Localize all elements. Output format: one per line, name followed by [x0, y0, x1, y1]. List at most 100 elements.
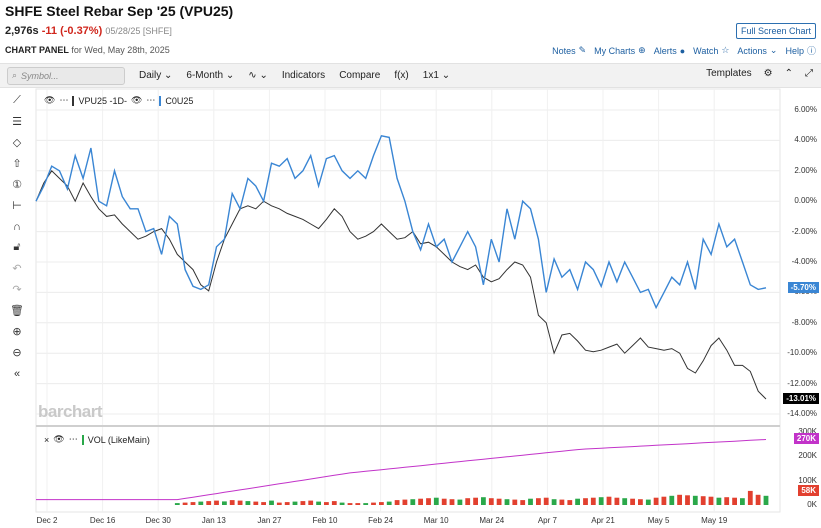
trash-icon[interactable]: 🗑︎: [10, 305, 24, 317]
range-select[interactable]: 6-Month ⌄: [186, 70, 234, 81]
x-tick-label: May 19: [701, 516, 728, 525]
volume-bar: [763, 495, 769, 505]
volume-bar: [488, 498, 494, 505]
more-icon[interactable]: ⋯: [68, 434, 78, 444]
gear-icon[interactable]: ⚙: [763, 68, 773, 79]
volume-bar: [261, 502, 266, 505]
chevron-down-icon: ⌄: [769, 45, 778, 55]
volume-bar: [755, 494, 761, 505]
y-tick-label: 4.00%: [794, 135, 817, 145]
volume-bar: [308, 500, 314, 505]
x-tick-label: Mar 10: [423, 516, 449, 525]
alerts-link[interactable]: Alerts ●: [654, 46, 685, 56]
last-value-flag-vpu: -13.01%: [783, 392, 819, 404]
volume-tick-label: 0K: [807, 500, 817, 509]
volume-legend: × 👁︎ ⋯ VOL (LikeMain): [44, 434, 150, 445]
volume-bar: [575, 498, 580, 505]
magnet-icon[interactable]: ∩: [13, 220, 21, 233]
series-line-c0u: [35, 134, 767, 310]
layout-select[interactable]: 1x1 ⌄: [423, 70, 450, 81]
bell-icon: ●: [679, 45, 686, 56]
collapse-tools-icon[interactable]: «: [13, 367, 21, 380]
volume-bar: [222, 501, 227, 505]
volume-bar: [237, 500, 243, 505]
volume-bar: [300, 501, 306, 505]
full-screen-button[interactable]: Full Screen Chart: [735, 23, 816, 39]
eye-icon[interactable]: 👁︎: [130, 95, 143, 105]
collapse-icon[interactable]: ⌃: [784, 68, 793, 79]
chart-toolbar: ⌕ Symbol... Daily ⌄ 6-Month ⌄ ∿ ⌄ Indica…: [0, 63, 821, 88]
lock-icon[interactable]: 🔓︎: [13, 241, 21, 253]
actions-menu[interactable]: Actions ⌄: [737, 45, 777, 56]
more-icon[interactable]: ⋯: [146, 95, 156, 105]
volume-bar: [371, 502, 376, 505]
x-tick-label: Feb 24: [368, 516, 394, 525]
trendline-icon[interactable]: ⟋: [13, 94, 21, 106]
watch-link[interactable]: Watch ☆: [693, 45, 729, 56]
volume-bar: [630, 498, 635, 505]
volume-bar: [449, 499, 455, 505]
volume-bar: [269, 500, 274, 505]
undo-icon[interactable]: ↶: [12, 263, 22, 275]
volume-bar: [245, 501, 251, 505]
volume-tick-label: 300K: [798, 427, 817, 436]
annotation-icon[interactable]: ①: [12, 179, 22, 191]
compare-button[interactable]: Compare: [339, 70, 381, 81]
quote-line: 2,976s -11 (-0.37%) 05/28/25 [SHFE]: [5, 25, 172, 37]
plus-circle-icon: ⊕: [638, 45, 646, 55]
x-tick-label: Mar 24: [479, 516, 505, 525]
help-link[interactable]: Help ⓘ: [785, 44, 816, 57]
volume-bar: [214, 500, 219, 505]
symbol-search-input[interactable]: ⌕ Symbol...: [7, 66, 125, 85]
measure-icon[interactable]: ⊢: [12, 200, 22, 212]
indicators-button[interactable]: Indicators: [281, 70, 326, 81]
eye-icon[interactable]: 👁︎: [44, 95, 56, 105]
volume-average-flag: 270K: [793, 433, 819, 445]
volume-bar: [441, 498, 447, 505]
expand-icon[interactable]: ⤢: [805, 68, 813, 79]
notes-link[interactable]: Notes ✎: [552, 45, 586, 56]
volume-bar: [661, 496, 667, 505]
series-vpu-label: VPU25 -1D-: [78, 95, 127, 106]
search-icon: ⌕: [12, 70, 18, 80]
series-color-c0u: [159, 95, 162, 106]
series-line-vpu: [35, 170, 767, 400]
arrow-up-icon[interactable]: ⇧: [12, 158, 22, 170]
volume-color: [81, 434, 84, 445]
volume-bar: [512, 499, 518, 505]
volume-bar: [685, 495, 690, 505]
my-charts-link[interactable]: My Charts ⊕: [594, 45, 646, 56]
interval-label: Daily: [139, 70, 162, 81]
volume-bar: [536, 498, 541, 505]
notes-label: Notes: [552, 45, 576, 56]
x-tick-label: Feb 10: [312, 516, 338, 525]
redo-icon[interactable]: ↷: [12, 284, 22, 296]
volume-bar: [182, 502, 188, 505]
chart-type-select[interactable]: ∿ ⌄: [248, 70, 268, 81]
fx-button[interactable]: f(x): [394, 70, 409, 81]
more-icon[interactable]: ⋯: [59, 95, 69, 105]
volume-bar: [598, 497, 604, 505]
y-tick-label: -8.00%: [791, 317, 817, 327]
plot-frame: [35, 88, 781, 513]
volume-bar: [740, 498, 745, 505]
volume-bar: [339, 502, 345, 505]
fibonacci-icon[interactable]: ☰: [12, 116, 22, 128]
panel-date: for Wed, May 28th, 2025: [71, 45, 170, 55]
eye-icon[interactable]: 👁︎: [53, 434, 65, 444]
volume-bar: [716, 497, 722, 505]
volume-bar: [559, 499, 565, 505]
volume-bar: [645, 499, 651, 505]
shapes-icon[interactable]: ◇: [12, 137, 22, 149]
volume-bar: [504, 499, 510, 505]
zoom-in-icon[interactable]: ⊕: [12, 326, 22, 338]
templates-button[interactable]: Templates: [706, 68, 752, 79]
zoom-out-icon[interactable]: ⊖: [12, 347, 22, 359]
close-icon[interactable]: ×: [44, 434, 50, 445]
chevron-down-icon: ⌄: [164, 70, 173, 81]
volume-bar: [229, 500, 235, 505]
help-label: Help: [785, 45, 804, 56]
volume-bar: [551, 499, 557, 505]
interval-select[interactable]: Daily ⌄: [139, 70, 172, 81]
